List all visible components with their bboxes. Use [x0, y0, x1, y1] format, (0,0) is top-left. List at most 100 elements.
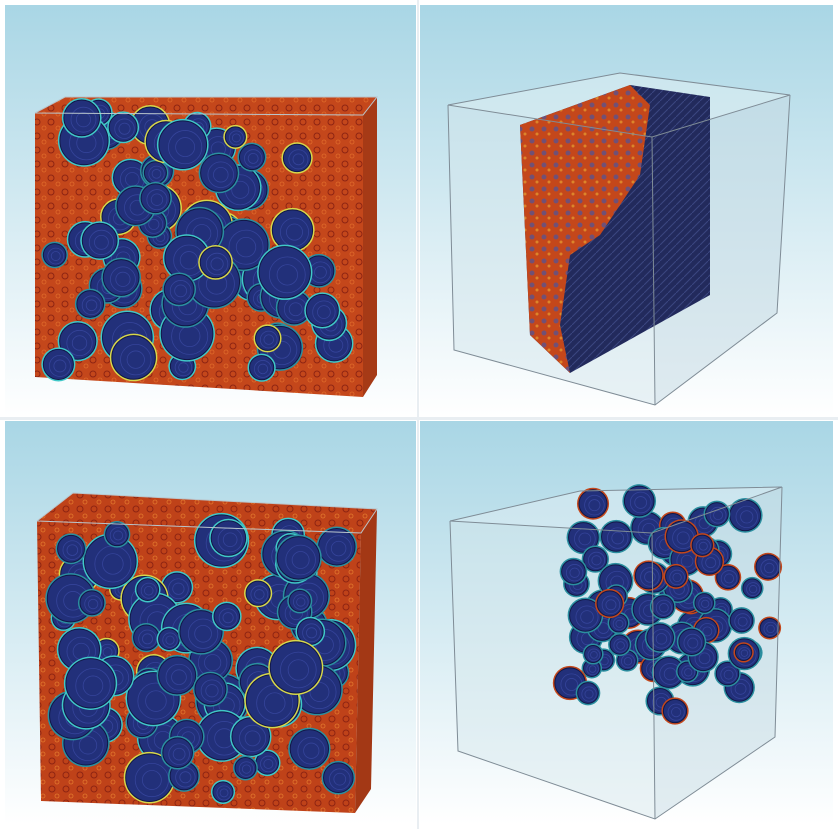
bubble: [158, 656, 197, 695]
bubble: [249, 355, 275, 381]
bubble-contour: [222, 532, 238, 548]
bubble-contour: [218, 608, 238, 628]
bubble-contour: [172, 747, 186, 761]
bubble-contour: [286, 223, 303, 241]
bubble-contour: [288, 302, 303, 317]
bubble-contour: [580, 610, 594, 624]
bubble: [224, 126, 246, 148]
panel-top-left-foam-cube: [5, 5, 416, 416]
bubble-contour: [126, 350, 145, 369]
bubble-contour: [231, 180, 250, 199]
bubble-contour: [162, 632, 178, 648]
bubble-contour: [601, 595, 621, 615]
bubble-contour: [205, 252, 229, 276]
bubble-contour: [720, 666, 737, 683]
cube-edges: [34, 96, 379, 116]
bubble: [634, 561, 663, 590]
bubble: [42, 348, 74, 380]
bubble-contour: [168, 578, 189, 600]
bubble: [561, 559, 586, 584]
bubble: [199, 246, 232, 279]
bubble-contour: [314, 265, 327, 279]
bubble-contour: [140, 582, 157, 599]
bubble-contour: [634, 496, 648, 509]
bubble-contour: [621, 654, 635, 669]
bubble-contour: [312, 300, 336, 324]
bubble-contour: [760, 559, 779, 577]
bubble: [269, 641, 322, 694]
bubble-contour: [306, 627, 318, 639]
bubble: [200, 154, 238, 192]
bubble: [65, 658, 116, 709]
bubble-contour: [330, 540, 347, 557]
bubble-contour: [695, 538, 711, 554]
bubble-contour: [575, 605, 599, 629]
bubble-contour: [239, 724, 267, 752]
bubble: [238, 144, 265, 171]
bubble: [651, 595, 675, 619]
bubble-contour: [138, 629, 157, 649]
bubble-contour: [605, 599, 617, 611]
bubble: [245, 580, 271, 606]
bubble-contour: [66, 329, 93, 357]
bubble-contour: [146, 189, 168, 211]
bubble-contour: [615, 619, 624, 628]
bubble: [305, 293, 339, 328]
bubble-contour: [683, 633, 703, 653]
bubble: [212, 781, 234, 803]
bubble-contour: [81, 295, 102, 316]
bubble: [662, 698, 688, 724]
bubble: [105, 522, 129, 547]
bubble-contour: [651, 629, 672, 649]
bubble: [63, 99, 101, 137]
bubble-contour: [179, 771, 192, 784]
bubble: [623, 485, 655, 517]
bubble: [102, 259, 140, 296]
bubble-contour: [219, 788, 229, 798]
bubble: [601, 521, 632, 552]
bubble-contour: [71, 335, 88, 351]
bubble-contour: [737, 616, 748, 627]
cube-top-face: [35, 97, 377, 115]
bubble: [111, 335, 156, 380]
bubble-contour: [694, 648, 715, 669]
bubble-contour: [663, 667, 677, 681]
bubble-contour: [48, 355, 71, 377]
bubble-contour: [659, 603, 669, 613]
bubble-contour: [47, 247, 65, 265]
bubble-contour: [175, 137, 196, 158]
bubble-contour: [730, 678, 751, 699]
bubble-contour: [325, 535, 352, 562]
bubble-contour: [84, 595, 102, 613]
bubble-contour: [291, 551, 310, 569]
bubble-contour: [247, 153, 259, 164]
bubble-contour: [50, 251, 61, 261]
bubble-contour: [204, 654, 222, 672]
bubble: [108, 112, 138, 142]
bubble-contour: [168, 130, 203, 165]
bubble-contour: [205, 684, 219, 698]
bubble-contour: [253, 360, 272, 378]
bubble-contour: [669, 569, 685, 586]
bubble-contour: [102, 553, 124, 575]
bubble-cluster: [552, 484, 783, 725]
bubble: [79, 590, 105, 616]
bubble-contour: [749, 585, 758, 594]
bubble-contour: [588, 665, 597, 673]
bubble-contour: [667, 703, 685, 721]
bubble-contour: [671, 707, 682, 718]
bubble: [288, 589, 311, 612]
bubble-contour: [333, 772, 347, 786]
bubble-contour: [591, 555, 602, 566]
bubble-contour: [141, 770, 162, 790]
bubble-contour: [144, 585, 154, 596]
bubble-contour: [75, 112, 92, 128]
bubble: [742, 578, 763, 599]
bubble: [254, 325, 281, 351]
bubble-contour: [581, 686, 597, 702]
bubble: [276, 536, 321, 580]
bubble-contour: [687, 637, 699, 649]
bubble-contour: [254, 589, 265, 600]
bubble-contour: [734, 613, 752, 630]
bubble: [583, 547, 608, 572]
